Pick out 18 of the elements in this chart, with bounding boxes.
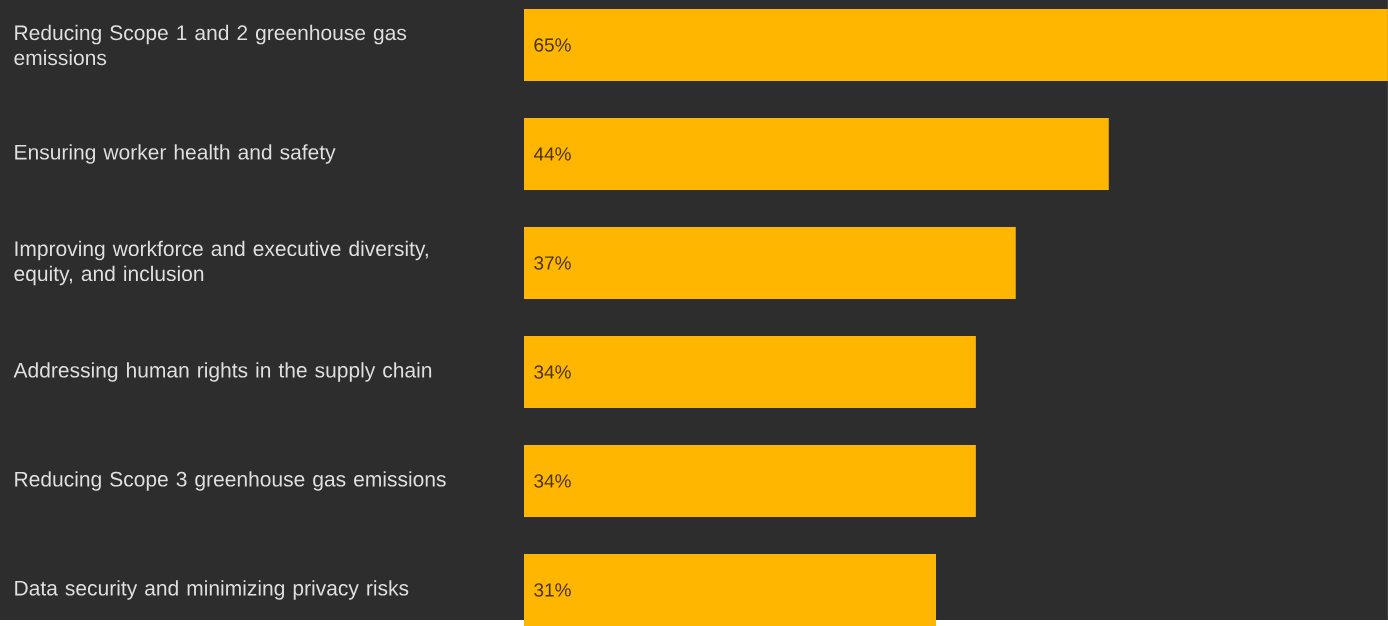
y-tick-label: Reducing Scope 3 greenhouse gas emissions	[15, 471, 446, 491]
bar	[523, 336, 976, 408]
bar	[523, 444, 976, 517]
bar	[523, 227, 1016, 299]
data-label: 34%	[534, 474, 571, 488]
data-label: 34%	[534, 365, 571, 379]
data-label: 44%	[533, 147, 571, 161]
data-label: 65%	[534, 38, 571, 52]
y-tick-label: Improving workforce and executive diversity, equity, and inclusion	[14, 240, 428, 286]
y-tick-label: Addressing human rights in the supply chain	[13, 362, 432, 382]
data-label: 31%	[534, 583, 571, 597]
bar	[523, 9, 1388, 82]
bar	[523, 553, 936, 626]
y-tick-label: Reducing Scope 1 and 2 greenhouse gas emissions	[14, 24, 407, 66]
y-tick-label: Ensuring worker health and safety	[15, 144, 336, 164]
y-tick-label: Data security and minimizing privacy risks	[15, 580, 409, 600]
data-label: 37%	[534, 256, 571, 270]
bar	[523, 118, 1109, 190]
